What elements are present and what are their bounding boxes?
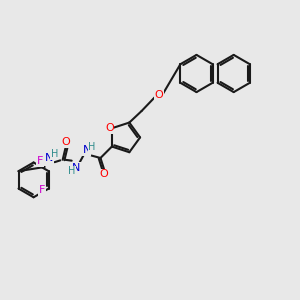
Text: H: H bbox=[88, 142, 95, 152]
Text: N: N bbox=[82, 146, 91, 155]
Text: N: N bbox=[45, 153, 54, 163]
Text: N: N bbox=[72, 163, 81, 172]
Text: F: F bbox=[37, 156, 44, 166]
Text: F: F bbox=[39, 185, 45, 195]
Text: O: O bbox=[61, 137, 70, 147]
Text: O: O bbox=[105, 123, 114, 133]
Text: H: H bbox=[51, 149, 58, 159]
Text: H: H bbox=[68, 166, 75, 176]
Text: O: O bbox=[100, 169, 109, 179]
Text: O: O bbox=[154, 90, 164, 100]
